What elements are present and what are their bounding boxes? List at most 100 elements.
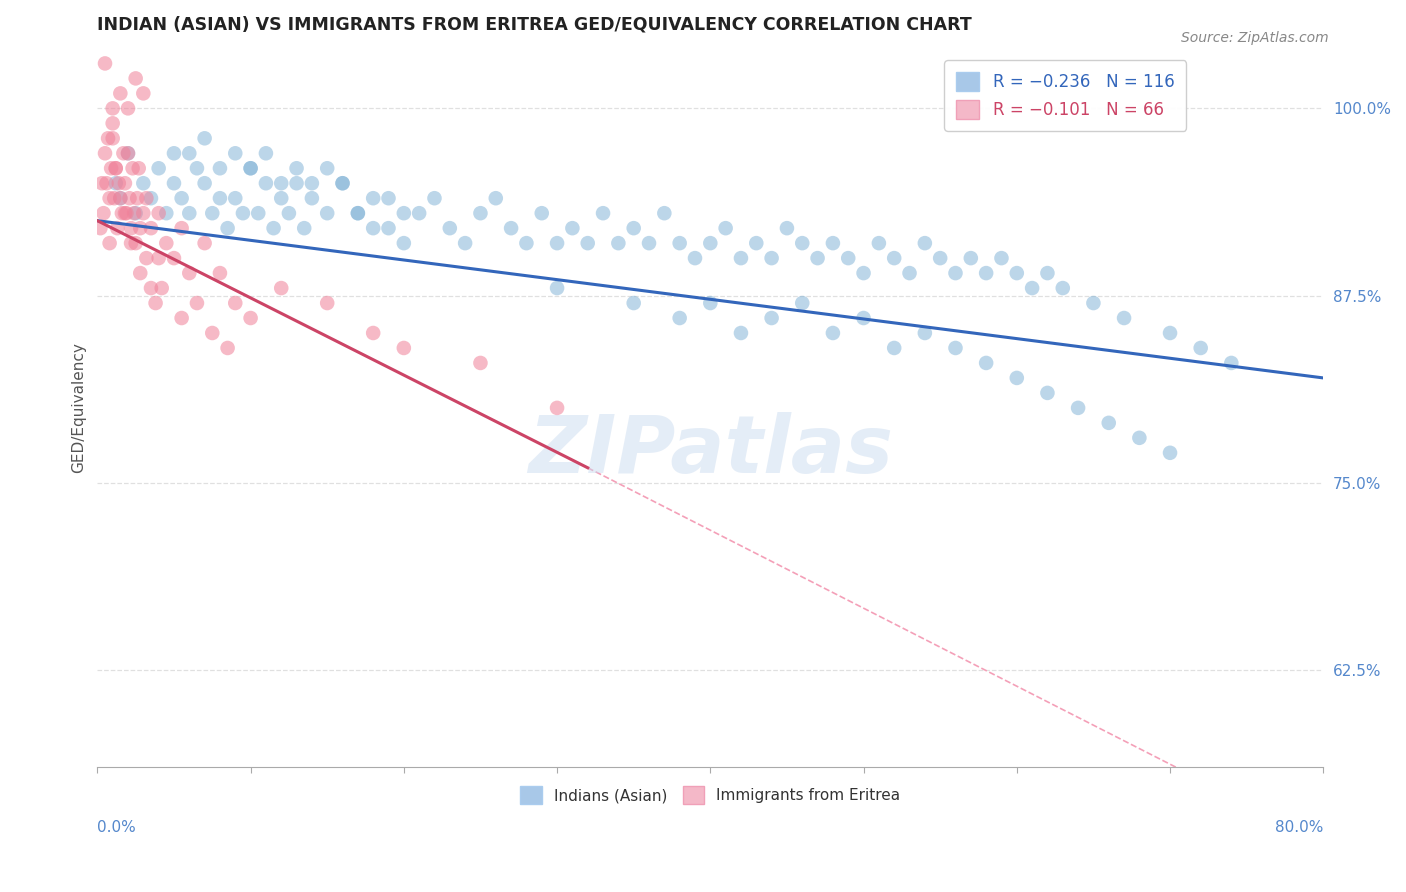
- Point: [217, 221, 239, 235]
- Point: [124, 206, 146, 220]
- Point: [97, 131, 120, 145]
- Point: [361, 191, 384, 205]
- Point: [270, 176, 292, 190]
- Point: [776, 221, 799, 235]
- Point: [232, 206, 254, 220]
- Point: [852, 311, 875, 326]
- Point: [668, 311, 690, 326]
- Point: [124, 236, 146, 251]
- Point: [110, 87, 132, 101]
- Text: Source: ZipAtlas.com: Source: ZipAtlas.com: [1181, 31, 1329, 45]
- Point: [699, 296, 721, 310]
- Point: [132, 87, 155, 101]
- Point: [98, 191, 121, 205]
- Point: [186, 296, 208, 310]
- Point: [135, 191, 157, 205]
- Point: [945, 266, 967, 280]
- Point: [945, 341, 967, 355]
- Point: [104, 176, 127, 190]
- Point: [104, 161, 127, 176]
- Point: [530, 206, 553, 220]
- Point: [163, 176, 186, 190]
- Point: [837, 251, 859, 265]
- Point: [263, 221, 285, 235]
- Point: [247, 206, 270, 220]
- Point: [118, 191, 141, 205]
- Point: [254, 176, 277, 190]
- Point: [217, 341, 239, 355]
- Point: [121, 161, 143, 176]
- Point: [120, 236, 142, 251]
- Point: [714, 221, 737, 235]
- Legend: Indians (Asian), Immigrants from Eritrea: Indians (Asian), Immigrants from Eritrea: [515, 780, 907, 810]
- Point: [914, 326, 936, 340]
- Point: [91, 176, 114, 190]
- Point: [208, 266, 231, 280]
- Point: [270, 191, 292, 205]
- Point: [439, 221, 461, 235]
- Point: [392, 206, 415, 220]
- Point: [576, 236, 599, 251]
- Point: [501, 221, 523, 235]
- Text: 0.0%: 0.0%: [97, 820, 136, 835]
- Point: [806, 251, 828, 265]
- Point: [638, 236, 661, 251]
- Y-axis label: GED/Equivalency: GED/Equivalency: [72, 343, 86, 474]
- Point: [347, 206, 370, 220]
- Point: [208, 161, 231, 176]
- Point: [1159, 326, 1181, 340]
- Point: [821, 326, 844, 340]
- Point: [179, 206, 201, 220]
- Text: 80.0%: 80.0%: [1275, 820, 1323, 835]
- Point: [515, 236, 537, 251]
- Point: [683, 251, 706, 265]
- Point: [898, 266, 921, 280]
- Point: [101, 131, 124, 145]
- Point: [1220, 356, 1243, 370]
- Point: [94, 146, 117, 161]
- Point: [163, 146, 186, 161]
- Point: [103, 191, 125, 205]
- Point: [129, 266, 152, 280]
- Point: [974, 266, 997, 280]
- Point: [120, 221, 142, 235]
- Point: [170, 311, 193, 326]
- Point: [1005, 371, 1028, 385]
- Text: INDIAN (ASIAN) VS IMMIGRANTS FROM ERITREA GED/EQUIVALENCY CORRELATION CHART: INDIAN (ASIAN) VS IMMIGRANTS FROM ERITRE…: [97, 15, 972, 33]
- Point: [94, 56, 117, 70]
- Point: [361, 221, 384, 235]
- Point: [454, 236, 477, 251]
- Point: [623, 221, 645, 235]
- Point: [139, 191, 162, 205]
- Point: [347, 206, 370, 220]
- Point: [89, 221, 111, 235]
- Point: [132, 206, 155, 220]
- Point: [316, 296, 339, 310]
- Point: [239, 311, 262, 326]
- Point: [163, 251, 186, 265]
- Point: [194, 131, 217, 145]
- Point: [100, 161, 122, 176]
- Point: [122, 206, 145, 220]
- Point: [292, 221, 315, 235]
- Point: [111, 206, 134, 220]
- Point: [129, 221, 152, 235]
- Point: [117, 101, 139, 115]
- Point: [98, 236, 121, 251]
- Point: [592, 206, 614, 220]
- Point: [929, 251, 952, 265]
- Point: [316, 161, 339, 176]
- Point: [730, 251, 752, 265]
- Point: [194, 176, 217, 190]
- Point: [155, 236, 177, 251]
- Point: [101, 116, 124, 130]
- Point: [254, 146, 277, 161]
- Point: [392, 236, 415, 251]
- Point: [1005, 266, 1028, 280]
- Point: [239, 161, 262, 176]
- Point: [821, 236, 844, 251]
- Point: [201, 206, 224, 220]
- Point: [107, 176, 129, 190]
- Point: [761, 251, 783, 265]
- Point: [546, 401, 568, 415]
